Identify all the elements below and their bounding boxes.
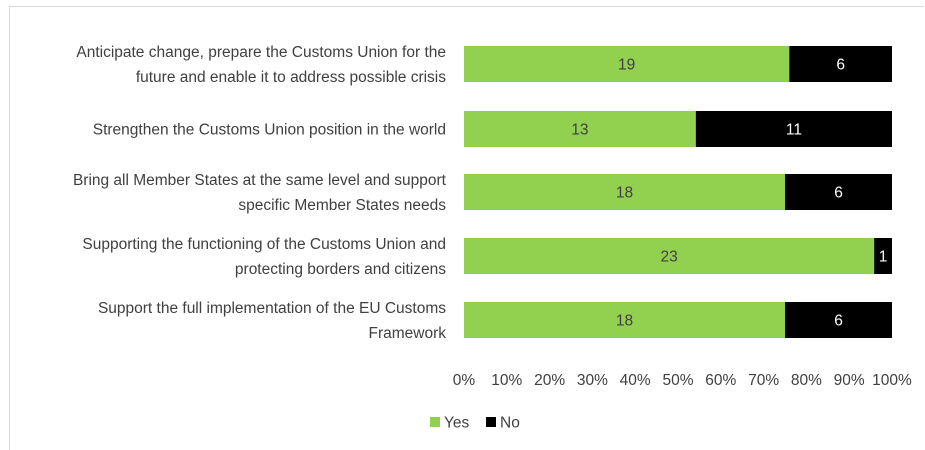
bar-no <box>785 174 892 210</box>
x-tick-label: 70% <box>748 372 779 389</box>
data-label-no: 6 <box>836 57 845 74</box>
data-label-yes: 13 <box>571 122 588 139</box>
data-label-no: 6 <box>834 185 843 202</box>
data-label-no: 6 <box>834 313 843 330</box>
chart-frame <box>9 6 924 450</box>
category-label: Framework <box>368 325 446 342</box>
bar-no <box>785 302 892 338</box>
bar-yes <box>464 302 785 338</box>
legend-label-no: No <box>500 415 520 432</box>
bar-no <box>874 238 892 274</box>
x-tick-label: 0% <box>453 372 476 389</box>
data-label-yes: 18 <box>616 313 633 330</box>
x-tick-label: 60% <box>705 372 736 389</box>
category-label: Bring all Member States at the same leve… <box>73 172 447 189</box>
data-label-no: 11 <box>786 122 802 139</box>
data-label-yes: 23 <box>660 249 677 266</box>
x-tick-label: 80% <box>791 372 822 389</box>
category-label: future and enable it to address possible… <box>136 69 446 86</box>
data-label-yes: 19 <box>618 57 635 74</box>
legend-label-yes: Yes <box>444 415 470 432</box>
category-label: protecting borders and citizens <box>235 261 446 278</box>
x-tick-label: 40% <box>620 372 651 389</box>
x-tick-label: 30% <box>577 372 608 389</box>
data-label-no: 1 <box>879 249 888 266</box>
category-label: Supporting the functioning of the Custom… <box>82 236 446 253</box>
x-tick-label: 100% <box>872 372 912 389</box>
bar-yes <box>464 174 785 210</box>
category-label: Anticipate change, prepare the Customs U… <box>76 44 446 61</box>
bar-no <box>789 46 892 82</box>
legend-swatch-no <box>486 417 496 427</box>
category-label: Strengthen the Customs Union position in… <box>93 122 446 139</box>
category-label: specific Member States needs <box>238 197 446 214</box>
data-label-yes: 18 <box>616 185 633 202</box>
category-label: Support the full implementation of the E… <box>98 300 446 317</box>
bar-yes <box>464 111 696 147</box>
bar-no <box>695 111 892 147</box>
legend-swatch-yes <box>430 417 440 427</box>
x-tick-label: 90% <box>834 372 865 389</box>
x-tick-label: 50% <box>662 372 693 389</box>
x-tick-label: 20% <box>534 372 565 389</box>
bar-yes <box>464 46 790 82</box>
bar-yes <box>464 238 875 274</box>
x-tick-label: 10% <box>491 372 522 389</box>
